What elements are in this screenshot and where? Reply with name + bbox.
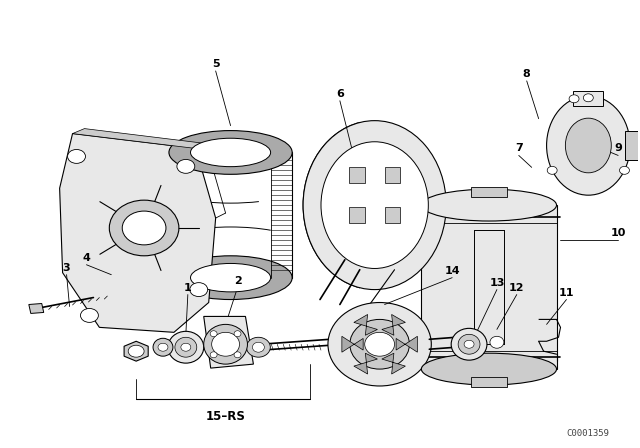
Ellipse shape bbox=[210, 352, 217, 358]
Text: 10: 10 bbox=[611, 228, 626, 238]
Ellipse shape bbox=[212, 332, 239, 356]
Polygon shape bbox=[204, 316, 253, 368]
Polygon shape bbox=[354, 353, 378, 374]
Ellipse shape bbox=[350, 319, 410, 369]
Ellipse shape bbox=[458, 334, 480, 354]
Ellipse shape bbox=[109, 200, 179, 256]
Ellipse shape bbox=[620, 166, 630, 174]
Ellipse shape bbox=[328, 302, 431, 386]
Text: 3: 3 bbox=[63, 263, 70, 273]
Ellipse shape bbox=[168, 332, 204, 363]
Ellipse shape bbox=[81, 309, 99, 323]
Polygon shape bbox=[382, 314, 405, 335]
Ellipse shape bbox=[181, 343, 191, 351]
Polygon shape bbox=[342, 336, 363, 352]
Text: 5: 5 bbox=[212, 59, 220, 69]
Polygon shape bbox=[349, 168, 365, 183]
Ellipse shape bbox=[169, 130, 292, 174]
Text: 4: 4 bbox=[83, 253, 90, 263]
Ellipse shape bbox=[175, 337, 196, 357]
Ellipse shape bbox=[451, 328, 487, 360]
Ellipse shape bbox=[547, 96, 630, 195]
Ellipse shape bbox=[246, 337, 270, 357]
Text: 6: 6 bbox=[336, 89, 344, 99]
Polygon shape bbox=[471, 187, 507, 197]
Text: 14: 14 bbox=[444, 266, 460, 276]
Polygon shape bbox=[349, 207, 365, 223]
Ellipse shape bbox=[365, 332, 394, 356]
Ellipse shape bbox=[68, 150, 86, 164]
Ellipse shape bbox=[303, 121, 446, 289]
Ellipse shape bbox=[153, 338, 173, 356]
Text: 7: 7 bbox=[515, 143, 523, 154]
Ellipse shape bbox=[421, 189, 557, 221]
Text: 8: 8 bbox=[523, 69, 531, 79]
Ellipse shape bbox=[234, 352, 241, 358]
Ellipse shape bbox=[190, 283, 208, 297]
Text: C0001359: C0001359 bbox=[567, 429, 610, 438]
Ellipse shape bbox=[191, 263, 271, 292]
Ellipse shape bbox=[234, 331, 241, 337]
Ellipse shape bbox=[191, 138, 271, 167]
Polygon shape bbox=[573, 91, 604, 106]
Ellipse shape bbox=[569, 95, 579, 103]
Text: 9: 9 bbox=[614, 143, 622, 154]
Polygon shape bbox=[385, 207, 401, 223]
Text: 2: 2 bbox=[234, 276, 241, 286]
Text: 1: 1 bbox=[184, 283, 192, 293]
Ellipse shape bbox=[204, 324, 248, 364]
Ellipse shape bbox=[252, 342, 264, 352]
Polygon shape bbox=[396, 336, 417, 352]
Polygon shape bbox=[382, 353, 405, 374]
Ellipse shape bbox=[457, 332, 481, 351]
Ellipse shape bbox=[565, 118, 611, 173]
Polygon shape bbox=[421, 205, 557, 369]
Text: 15–RS: 15–RS bbox=[205, 410, 246, 423]
Ellipse shape bbox=[122, 211, 166, 245]
Polygon shape bbox=[625, 130, 640, 160]
Polygon shape bbox=[60, 134, 216, 332]
Polygon shape bbox=[471, 377, 507, 387]
Ellipse shape bbox=[177, 159, 195, 173]
Ellipse shape bbox=[421, 353, 557, 385]
Polygon shape bbox=[124, 341, 148, 361]
Ellipse shape bbox=[169, 256, 292, 300]
Ellipse shape bbox=[210, 331, 217, 337]
Polygon shape bbox=[354, 314, 378, 335]
Ellipse shape bbox=[128, 345, 144, 357]
Ellipse shape bbox=[321, 142, 428, 268]
Text: 12: 12 bbox=[509, 283, 525, 293]
Polygon shape bbox=[72, 129, 205, 148]
Polygon shape bbox=[385, 168, 401, 183]
Ellipse shape bbox=[490, 336, 504, 348]
Ellipse shape bbox=[547, 166, 557, 174]
Polygon shape bbox=[29, 303, 44, 314]
Text: 11: 11 bbox=[559, 288, 574, 297]
Ellipse shape bbox=[158, 343, 168, 351]
Ellipse shape bbox=[464, 340, 474, 348]
Ellipse shape bbox=[583, 94, 593, 102]
Text: 13: 13 bbox=[489, 278, 504, 288]
